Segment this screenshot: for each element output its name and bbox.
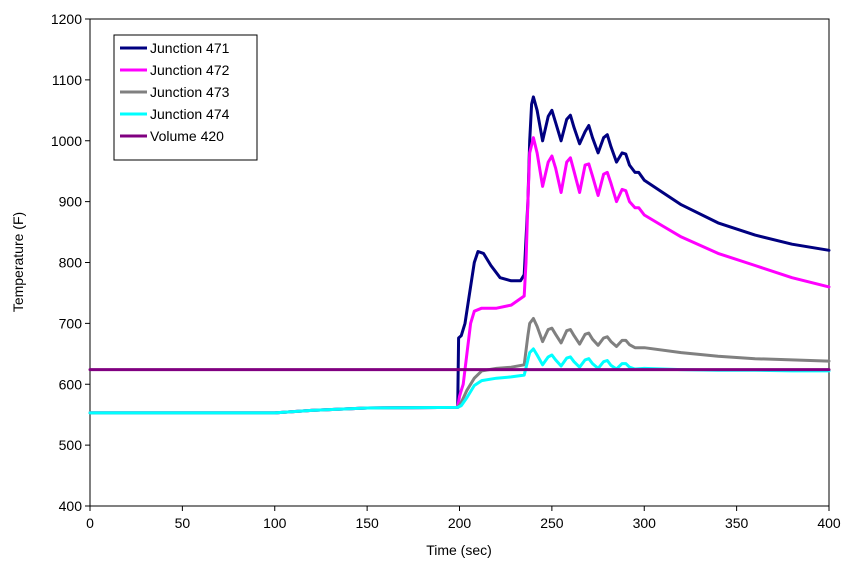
x-tick-label: 350 [725,515,749,531]
series-line-junction-472 [88,136,831,415]
x-tick-label: 150 [355,515,379,531]
x-tick-label: 0 [86,515,94,531]
x-axis-title: Time (sec) [426,542,492,558]
x-tick-label: 250 [540,515,564,531]
y-tick-label: 900 [59,194,83,210]
legend-label: Volume 420 [150,128,224,144]
legend-box [113,34,258,161]
series-line-junction-474 [88,347,831,415]
y-axis-title: Temperature (F) [10,212,26,312]
y-tick-label: 500 [59,437,83,453]
y-tick-label: 700 [59,315,83,331]
x-tick-label: 200 [448,515,472,531]
legend-label: Junction 471 [150,40,230,56]
series-line-junction-471 [88,95,831,415]
series-layer [88,95,831,415]
y-tick-label: 400 [59,498,83,514]
legend-label: Junction 472 [150,62,230,78]
y-tick-label: 1100 [52,72,82,88]
legend-label: Junction 474 [150,106,230,122]
legend-label: Junction 473 [150,84,230,100]
series-line-junction-473 [88,317,831,415]
x-tick-label: 400 [817,515,841,531]
x-tick-label: 100 [263,515,287,531]
axis-layer: 400 500 600 700 800 900 1000 1100 1200 0 50 100 150 2… [51,11,841,531]
y-tick-label: 800 [59,255,83,271]
y-tick-label: 1000 [51,133,82,149]
x-tick-label: 300 [633,515,657,531]
y-tick-label: 600 [59,376,83,392]
y-tick-label: 1200 [51,11,82,27]
legend: Junction 471 Junction 472 Junction 473 Junc… [113,34,258,161]
x-tick-label: 50 [175,515,191,531]
